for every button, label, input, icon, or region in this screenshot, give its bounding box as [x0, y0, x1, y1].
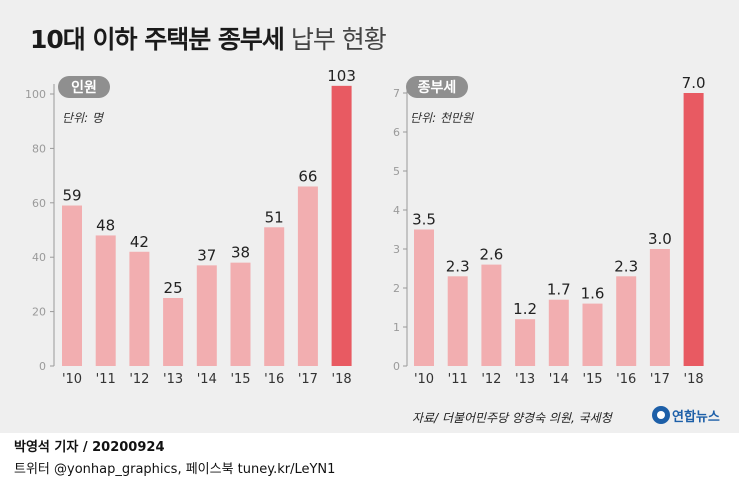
right-badge-pill — [406, 76, 468, 98]
left-bar — [230, 262, 251, 366]
left-value-label: 48 — [96, 216, 115, 234]
right-bar — [548, 299, 569, 366]
left-value-label: 59 — [62, 187, 81, 205]
left-bar — [297, 186, 318, 366]
left-y-tick-label: 80 — [32, 142, 46, 155]
yonhap-logo-icon — [652, 406, 670, 424]
right-y-tick-label: 1 — [393, 321, 400, 334]
left-category-label: '10 — [62, 372, 82, 387]
chart-panel — [0, 0, 739, 433]
right-category-label: '11 — [448, 372, 468, 387]
left-category-label: '16 — [264, 372, 284, 387]
left-category-label: '17 — [298, 372, 318, 387]
left-bar — [95, 235, 116, 366]
left-category-label: '11 — [96, 372, 116, 387]
left-category-label: '12 — [129, 372, 149, 387]
left-badge-label: 인원 — [71, 79, 97, 96]
right-bar — [616, 276, 637, 366]
right-y-tick-label: 2 — [393, 282, 400, 295]
right-y-tick-label: 6 — [393, 126, 400, 139]
right-bar — [582, 303, 603, 366]
left-bar — [331, 85, 352, 366]
right-value-label: 1.6 — [581, 285, 605, 303]
right-value-label: 3.0 — [648, 230, 672, 248]
right-bar — [515, 319, 536, 366]
right-category-label: '18 — [684, 372, 704, 387]
right-value-label: 3.5 — [412, 211, 436, 229]
yonhap-logo: 연합뉴스 — [652, 404, 720, 426]
right-bar — [414, 229, 434, 366]
left-category-label: '18 — [332, 372, 352, 387]
left-value-label: 38 — [231, 244, 250, 262]
right-y-tick-label: 3 — [393, 243, 400, 256]
left-value-label: 37 — [197, 246, 216, 264]
right-category-label: '12 — [481, 372, 501, 387]
source-text: 자료/ 더불어민주당 양경숙 의원, 국세청 — [412, 411, 612, 425]
right-bar — [447, 276, 468, 366]
charts-svg: 02040608010059'1048'1142'1225'1337'1438'… — [25, 67, 706, 387]
left-value-label: 42 — [130, 233, 149, 251]
right-category-label: '14 — [549, 372, 569, 387]
right-value-label: 2.3 — [614, 257, 638, 275]
right-value-label: 2.3 — [446, 257, 470, 275]
left-bar — [264, 227, 285, 366]
left-unit-label: 단위: 명 — [62, 111, 105, 125]
right-bar — [649, 249, 670, 366]
left-bar — [196, 265, 217, 366]
left-value-label: 103 — [327, 67, 356, 85]
chart-title: 10대 이하 주택분 종부세 납부 현황 — [30, 20, 387, 56]
left-category-label: '13 — [163, 372, 183, 387]
right-y-tick-label: 5 — [393, 165, 400, 178]
left-value-label: 51 — [265, 208, 284, 226]
left-y-tick-label: 60 — [32, 197, 46, 210]
left-badge-pill — [58, 76, 110, 98]
right-category-label: '16 — [616, 372, 636, 387]
left-bar — [129, 251, 150, 366]
left-category-label: '15 — [230, 372, 250, 387]
title-bold: 10대 이하 주택분 종부세 — [30, 25, 285, 54]
left-y-tick-label: 100 — [25, 88, 46, 101]
right-bar — [481, 264, 502, 366]
left-value-label: 25 — [164, 279, 183, 297]
right-value-label: 1.7 — [547, 281, 571, 299]
right-y-tick-label: 0 — [393, 360, 400, 373]
left-y-tick-label: 20 — [32, 306, 46, 319]
left-value-label: 66 — [298, 167, 317, 185]
right-value-label: 1.2 — [513, 300, 537, 318]
left-y-tick-label: 0 — [39, 360, 46, 373]
right-category-label: '15 — [582, 372, 602, 387]
right-value-label: 7.0 — [682, 74, 706, 92]
title-light: 납부 현황 — [290, 25, 387, 54]
right-y-tick-label: 4 — [393, 204, 400, 217]
right-unit-label: 단위: 천만원 — [410, 111, 474, 125]
right-y-tick-label: 7 — [393, 87, 400, 100]
right-badge-label: 종부세 — [418, 80, 457, 96]
left-bar — [163, 298, 184, 366]
left-bar — [62, 205, 82, 366]
logo-text: 연합뉴스 — [672, 409, 720, 425]
left-y-tick-label: 40 — [32, 251, 46, 264]
footer-byline: 박영석 기자 / 20200924 — [14, 440, 165, 455]
right-category-label: '13 — [515, 372, 535, 387]
footer-social: 트위터 @yonhap_graphics, 페이스북 tuney.kr/LeYN… — [14, 462, 336, 477]
right-category-label: '10 — [414, 372, 434, 387]
right-category-label: '17 — [650, 372, 670, 387]
right-bar — [683, 93, 704, 366]
right-value-label: 2.6 — [479, 246, 503, 264]
left-category-label: '14 — [197, 372, 217, 387]
